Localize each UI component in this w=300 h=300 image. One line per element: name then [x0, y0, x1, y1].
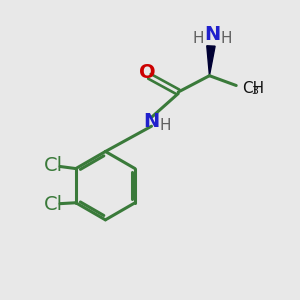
- Text: H: H: [159, 118, 171, 133]
- Text: N: N: [204, 25, 220, 44]
- Text: 3: 3: [252, 85, 259, 96]
- Text: N: N: [143, 112, 160, 131]
- Text: Cl: Cl: [44, 195, 63, 214]
- Text: Cl: Cl: [44, 156, 63, 175]
- Polygon shape: [207, 46, 215, 76]
- Text: CH: CH: [242, 81, 264, 96]
- Text: H: H: [193, 31, 204, 46]
- Text: H: H: [220, 31, 232, 46]
- Text: O: O: [139, 63, 155, 82]
